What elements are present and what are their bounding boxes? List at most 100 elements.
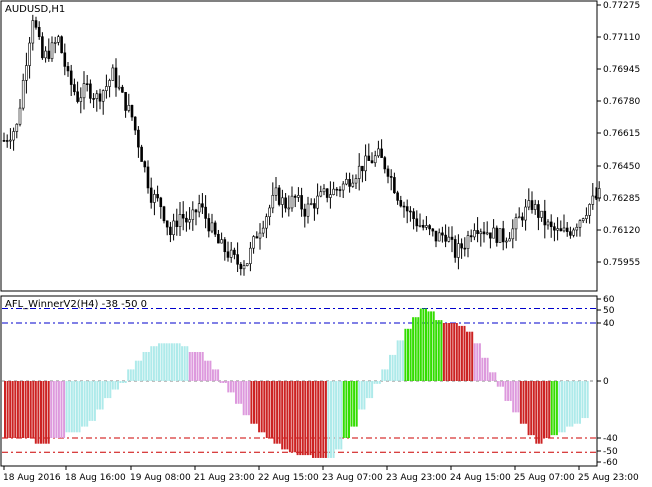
bull-candle-body [364, 155, 367, 172]
indicator-bar-stripe [40, 381, 42, 444]
bull-candle-body [153, 194, 156, 203]
indicator-bar-stripe [14, 381, 17, 438]
bull-candle-body [297, 195, 300, 198]
bear-candle-body [175, 220, 179, 228]
candle [473, 223, 476, 241]
candle [453, 235, 457, 263]
candle [463, 237, 467, 257]
bull-candle-body [357, 165, 361, 179]
candle [181, 201, 185, 231]
candle [517, 207, 521, 219]
candle [421, 219, 425, 231]
indicator-bar-stripe [522, 381, 525, 424]
candle [249, 241, 252, 272]
indicator-bar-stripe [558, 381, 561, 433]
candle [431, 228, 435, 237]
indicator-bar [558, 381, 566, 433]
candle [549, 214, 553, 238]
indicator-bar-stripe [176, 343, 178, 381]
indicator-bar [88, 381, 96, 421]
indicator-bar-stripe [548, 381, 551, 438]
indicator-bar-stripe [224, 381, 227, 383]
indicator-bar-stripe [209, 360, 212, 381]
candle [207, 213, 211, 238]
bull-candle-body [258, 232, 262, 239]
candle [194, 208, 198, 226]
indicator-bar-stripe [196, 352, 199, 381]
bull-candle-body [466, 235, 470, 249]
indicator-bar-stripe [50, 381, 53, 438]
bull-candle-body [53, 42, 57, 44]
candle [252, 235, 255, 254]
indicator-bar-stripe [227, 381, 230, 393]
indicator-levels [2, 308, 596, 453]
candle [412, 208, 415, 230]
indicator-bar-stripe [188, 352, 191, 381]
indicator-bar-stripe [581, 381, 584, 419]
bull-candle-body [229, 249, 233, 258]
indicator-bar-stripe [445, 323, 448, 381]
indicator-bar [281, 381, 289, 450]
bear-candle-body [137, 129, 140, 148]
indicator-bar-stripe [584, 381, 587, 419]
indicator-bar [65, 381, 73, 433]
time-tick-label: 22 Aug 15:00 [258, 473, 319, 483]
indicator-bar-stripe [394, 354, 397, 381]
indicator-bar-stripe [440, 320, 443, 381]
candle [172, 213, 175, 241]
indicator-bar [358, 381, 366, 410]
candle [73, 78, 76, 96]
candle [357, 153, 361, 191]
indicator-bar [489, 372, 497, 381]
bear-candle-body [63, 52, 67, 67]
candle [201, 193, 204, 214]
indicator-bar-stripe [160, 343, 163, 381]
bear-candle-body [386, 168, 390, 177]
candle [210, 213, 214, 234]
indicator-bar-stripe [412, 317, 415, 381]
bull-candle-body [9, 139, 12, 142]
bear-candle-body [521, 216, 524, 221]
indicator-bar-stripe [222, 381, 225, 383]
bear-candle-body [149, 187, 153, 203]
candle [130, 104, 134, 121]
indicator-bar-stripe [6, 381, 9, 438]
indicator-bar-stripe [360, 381, 363, 410]
candle [364, 144, 367, 182]
candle [313, 198, 316, 221]
indicator-bar-stripe [579, 381, 581, 424]
candle [511, 219, 515, 249]
bull-candle-body [101, 90, 105, 102]
indicator-bar-stripe [42, 381, 45, 444]
indicator-bar-stripe [237, 381, 240, 404]
bull-candle-body [210, 222, 214, 232]
indicator-bar-stripe [481, 357, 484, 381]
bull-candle-body [309, 203, 313, 205]
bull-candle-body [268, 207, 271, 218]
bull-candle-body [281, 197, 284, 205]
indicator-bar-stripe [245, 381, 248, 416]
candle [220, 232, 223, 244]
indicator-bar-stripe [273, 381, 276, 444]
candle [105, 74, 108, 99]
bull-candle-body [345, 179, 348, 185]
bull-candle-body [316, 195, 319, 209]
indicator-bar-stripe [168, 343, 171, 381]
bull-candle-body [252, 236, 255, 249]
indicator-bar-stripe [96, 381, 99, 410]
indicator-bar-stripe [119, 381, 122, 383]
indicator-bar [181, 346, 189, 381]
indicator-bar-stripe [201, 352, 204, 381]
indicator-bar-stripe [240, 381, 243, 404]
indicator-bar-stripe [309, 381, 312, 456]
indicator-bar-stripe [376, 381, 379, 384]
indicator-bar-stripe [371, 381, 374, 399]
indicator-bar-stripe [383, 369, 386, 381]
bull-candle-body [524, 206, 527, 221]
indicator-bar-stripe [65, 381, 68, 433]
candle [578, 219, 582, 237]
indicator-bar-stripe [466, 331, 468, 381]
indicator-bar [350, 381, 358, 427]
